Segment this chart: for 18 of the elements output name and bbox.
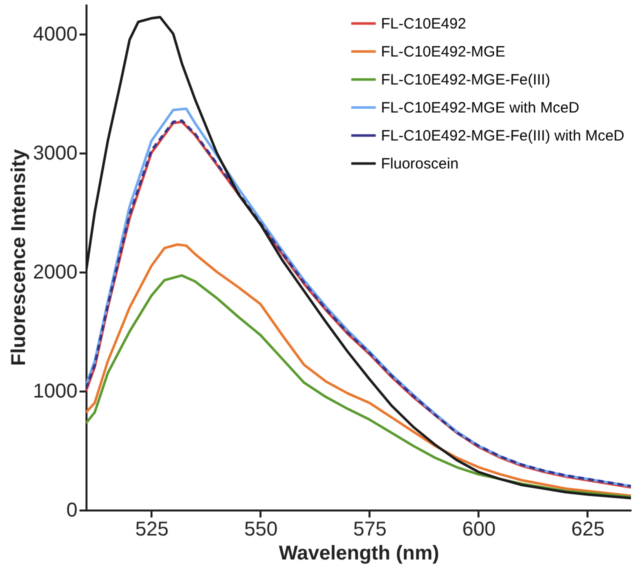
legend-label: FL-C10E492 — [381, 16, 466, 32]
x-tick-label: 550 — [244, 518, 278, 540]
y-tick-label: 0 — [66, 500, 78, 522]
legend-label: Fluoroscein — [381, 156, 459, 172]
legend-label: FL-C10E492-MGE-Fe(III) — [381, 72, 550, 88]
x-tick-label: 575 — [353, 518, 387, 540]
legend-label: FL-C10E492-MGE with MceD — [381, 100, 580, 116]
x-tick-label: 625 — [571, 518, 605, 540]
x-tick-label: 525 — [135, 518, 169, 540]
x-tick-label: 600 — [462, 518, 496, 540]
y-tick-label: 2000 — [33, 261, 78, 284]
y-axis-title: Fluorescence Intensity — [8, 148, 30, 366]
y-tick-label: 3000 — [33, 142, 78, 164]
legend-label: FL-C10E492-MGE — [381, 44, 506, 60]
y-tick-label: 1000 — [33, 380, 78, 402]
x-axis-title: Wavelength (nm) — [278, 542, 440, 564]
y-tick-label: 4000 — [33, 23, 78, 46]
legend-label: FL-C10E492-MGE-Fe(III) with MceD — [381, 128, 625, 144]
